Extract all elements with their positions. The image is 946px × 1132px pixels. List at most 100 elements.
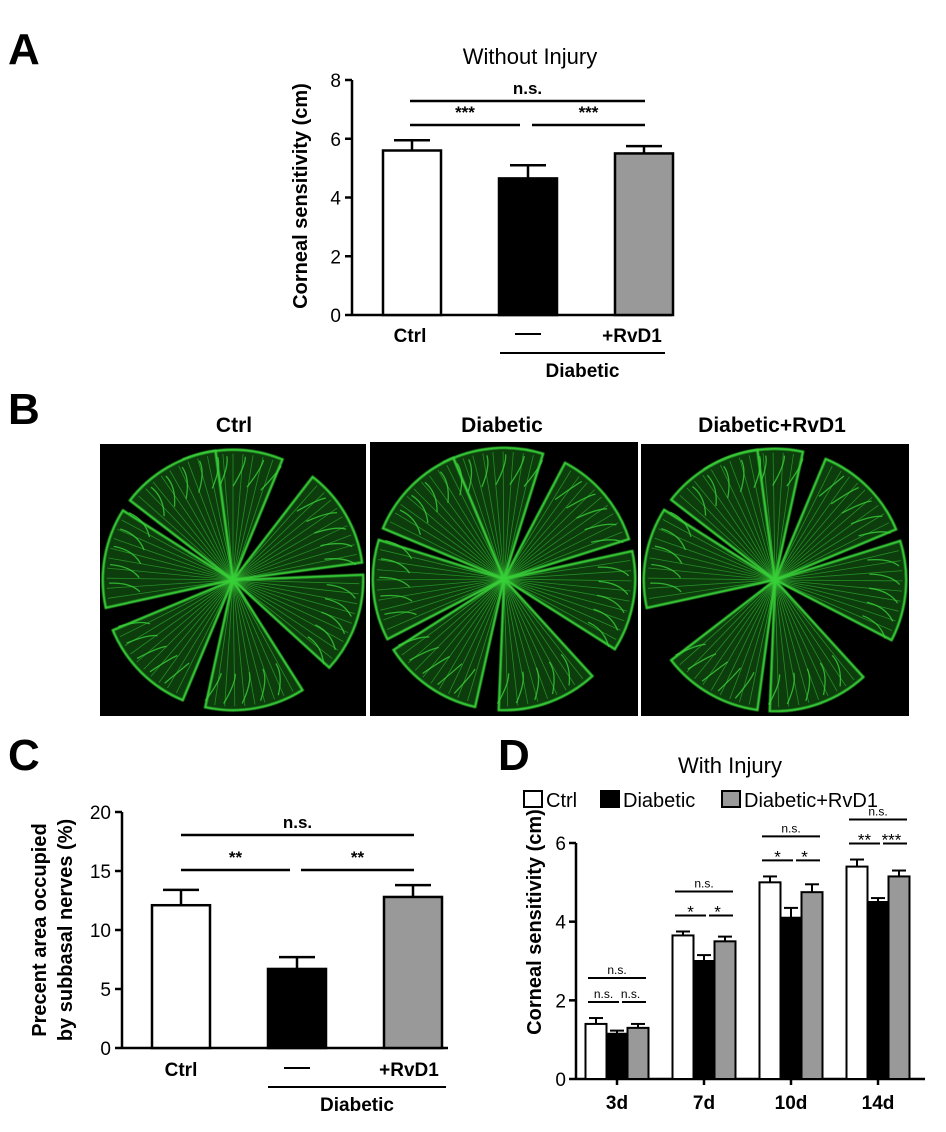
chart-d-legend-swatch-diabetic-rvd1 (721, 790, 741, 808)
chart-d-legend-label-ctrl: Ctrl (546, 790, 577, 812)
micrograph-nerve-fiber (448, 578, 505, 694)
chart-c-significance-label: ** (229, 848, 243, 867)
micrograph-nerve-fiber (492, 452, 505, 580)
chart-d-significance-label: * (774, 847, 781, 866)
micrograph-nerve-fiber (702, 474, 776, 581)
chart-d-significance-label: n.s. (607, 963, 626, 977)
micrograph-nerve-fiber (774, 579, 903, 582)
micrograph-nerve-fiber (748, 579, 776, 705)
chart-a-y-tick-label: 0 (330, 306, 341, 327)
chart-d-category-label: 7d (693, 1093, 715, 1114)
micrograph-nerve-fiber (503, 578, 548, 699)
micrograph-nerve-fiber (232, 579, 275, 700)
micrograph-nerve-branch (109, 582, 141, 593)
chart-d-legend-swatch-ctrl (523, 790, 543, 808)
micrograph-nerve-fiber (232, 492, 325, 581)
micrograph-nerve-branch (587, 621, 610, 647)
chart-d-bar-ctrl (845, 865, 869, 1080)
micrograph-nerve-fiber (774, 489, 866, 581)
micrograph-nerve-fiber (739, 579, 776, 703)
chart-a-title: Without Injury (463, 44, 598, 69)
micrograph-nerve-fiber (160, 475, 234, 581)
panel-letter-b: B (8, 385, 40, 434)
chart-d-significance-label: n.s. (594, 987, 613, 1001)
micrograph-nerve-fiber (694, 480, 776, 581)
micrograph-nerve-branch (232, 456, 247, 487)
micrograph-nerve-fiber (108, 557, 234, 581)
micrograph-nerve-branch (597, 566, 630, 577)
micrograph-nerve-branch (259, 668, 266, 701)
micrograph-nerve-fiber (503, 578, 584, 680)
micrograph-nerve-fiber (390, 521, 505, 580)
micrograph-lobe (772, 539, 908, 642)
micrograph-nerve-fiber (648, 567, 776, 581)
micrograph-nerve-fiber (400, 504, 505, 580)
chart-c-category-label: Ctrl (165, 1060, 198, 1081)
chart-a: Without Injury Corneal sensitivity (cm) … (290, 44, 675, 382)
micrograph-nerve-fiber (376, 569, 505, 580)
micrograph-nerve-branch (786, 672, 795, 705)
micrograph-nerve-branch (453, 668, 476, 694)
micrograph-label-ctrl: Ctrl (216, 414, 252, 437)
micrograph-nerve-branch (591, 539, 624, 543)
micrograph-nerve-fiber (503, 470, 572, 580)
micrograph-nerve-fiber (232, 579, 256, 705)
chart-d-legend-label-diabetic: Diabetic (623, 790, 695, 812)
chart-c-ylabel-line-2: by subbasal nerves (%) (55, 819, 77, 1041)
micrograph-nerve-fiber (774, 482, 858, 581)
micrograph-nerve-branch (830, 486, 859, 505)
micrograph-nerve-branch (862, 615, 886, 639)
micrograph-nerve-fiber (774, 579, 790, 707)
micrograph-nerve-fiber (503, 578, 567, 691)
micrograph-nerve-fiber (232, 455, 254, 581)
micrograph-nerve-fiber (774, 560, 901, 581)
chart-a-ylabel: Corneal sensitivity (cm) (290, 83, 312, 309)
micrograph-nerve-branch (384, 611, 417, 616)
micrograph-nerve-fiber (503, 578, 617, 640)
micrograph-nerve-branch (165, 475, 176, 507)
micrograph-nerve-fiber (503, 578, 631, 592)
micrograph-nerve-fiber (503, 578, 632, 582)
chart-d-category-label: 14d (862, 1093, 895, 1114)
micrograph-nerve-fiber (686, 579, 776, 673)
chart-d-y-tick-label: 2 (555, 991, 566, 1012)
micrograph-nerve-fiber (422, 578, 505, 678)
micrograph-nerve-fiber (232, 579, 294, 692)
micrograph-nerve-branch (651, 563, 682, 579)
micrograph-nerve-branch (136, 645, 167, 659)
micrograph-nerve-fiber (503, 513, 614, 580)
micrograph-nerve-branch (850, 515, 883, 525)
chart-c-significance-label: ** (351, 848, 365, 867)
micrograph-nerve-branch (723, 465, 730, 499)
chart-d-title: With Injury (678, 753, 782, 778)
chart-c-y-tick-label: 0 (100, 1039, 111, 1060)
panel-letter-a: A (8, 25, 40, 74)
micrograph-nerve-fiber (145, 488, 234, 581)
chart-d-bar-diabetic-rvd1 (887, 875, 911, 1081)
micrograph-nerve-branch (523, 460, 544, 488)
micrograph-nerve-fiber (232, 534, 352, 581)
micrograph-nerve-fiber (729, 579, 776, 700)
chart-a-bar-ctrl (381, 149, 443, 317)
micrograph-nerve-fiber (224, 579, 234, 707)
micrograph-nerve-branch (307, 636, 325, 665)
micrograph-nerve-fiber (503, 522, 619, 580)
micrograph-nerve-branch (869, 573, 901, 586)
chart-d-bar-ctrl (584, 1022, 608, 1081)
micrograph-nerve-fiber (119, 579, 234, 638)
micrograph-nerve-branch (566, 493, 596, 509)
micrograph-nerve-fiber (648, 579, 776, 599)
micrograph-nerve-branch (275, 663, 281, 696)
chart-d-significance-label: ** (858, 831, 872, 850)
micrograph-nerve-branch (495, 454, 507, 486)
micrograph-nerve-fiber (197, 458, 234, 581)
micrograph-label-diabetic-rvd1: Diabetic+RvD1 (698, 414, 846, 437)
chart-c-group-label: Diabetic (320, 1095, 394, 1116)
micrograph-nerve-fiber (774, 497, 873, 581)
micrograph-nerve-branch (380, 594, 413, 602)
micrograph-nerve-fiber (232, 457, 264, 581)
chart-d-significance-label: n.s. (781, 821, 800, 835)
micrograph-nerve-fiber (136, 579, 234, 663)
micrograph-nerve-branch (246, 459, 265, 488)
micrograph-nerve-branch (661, 527, 687, 551)
